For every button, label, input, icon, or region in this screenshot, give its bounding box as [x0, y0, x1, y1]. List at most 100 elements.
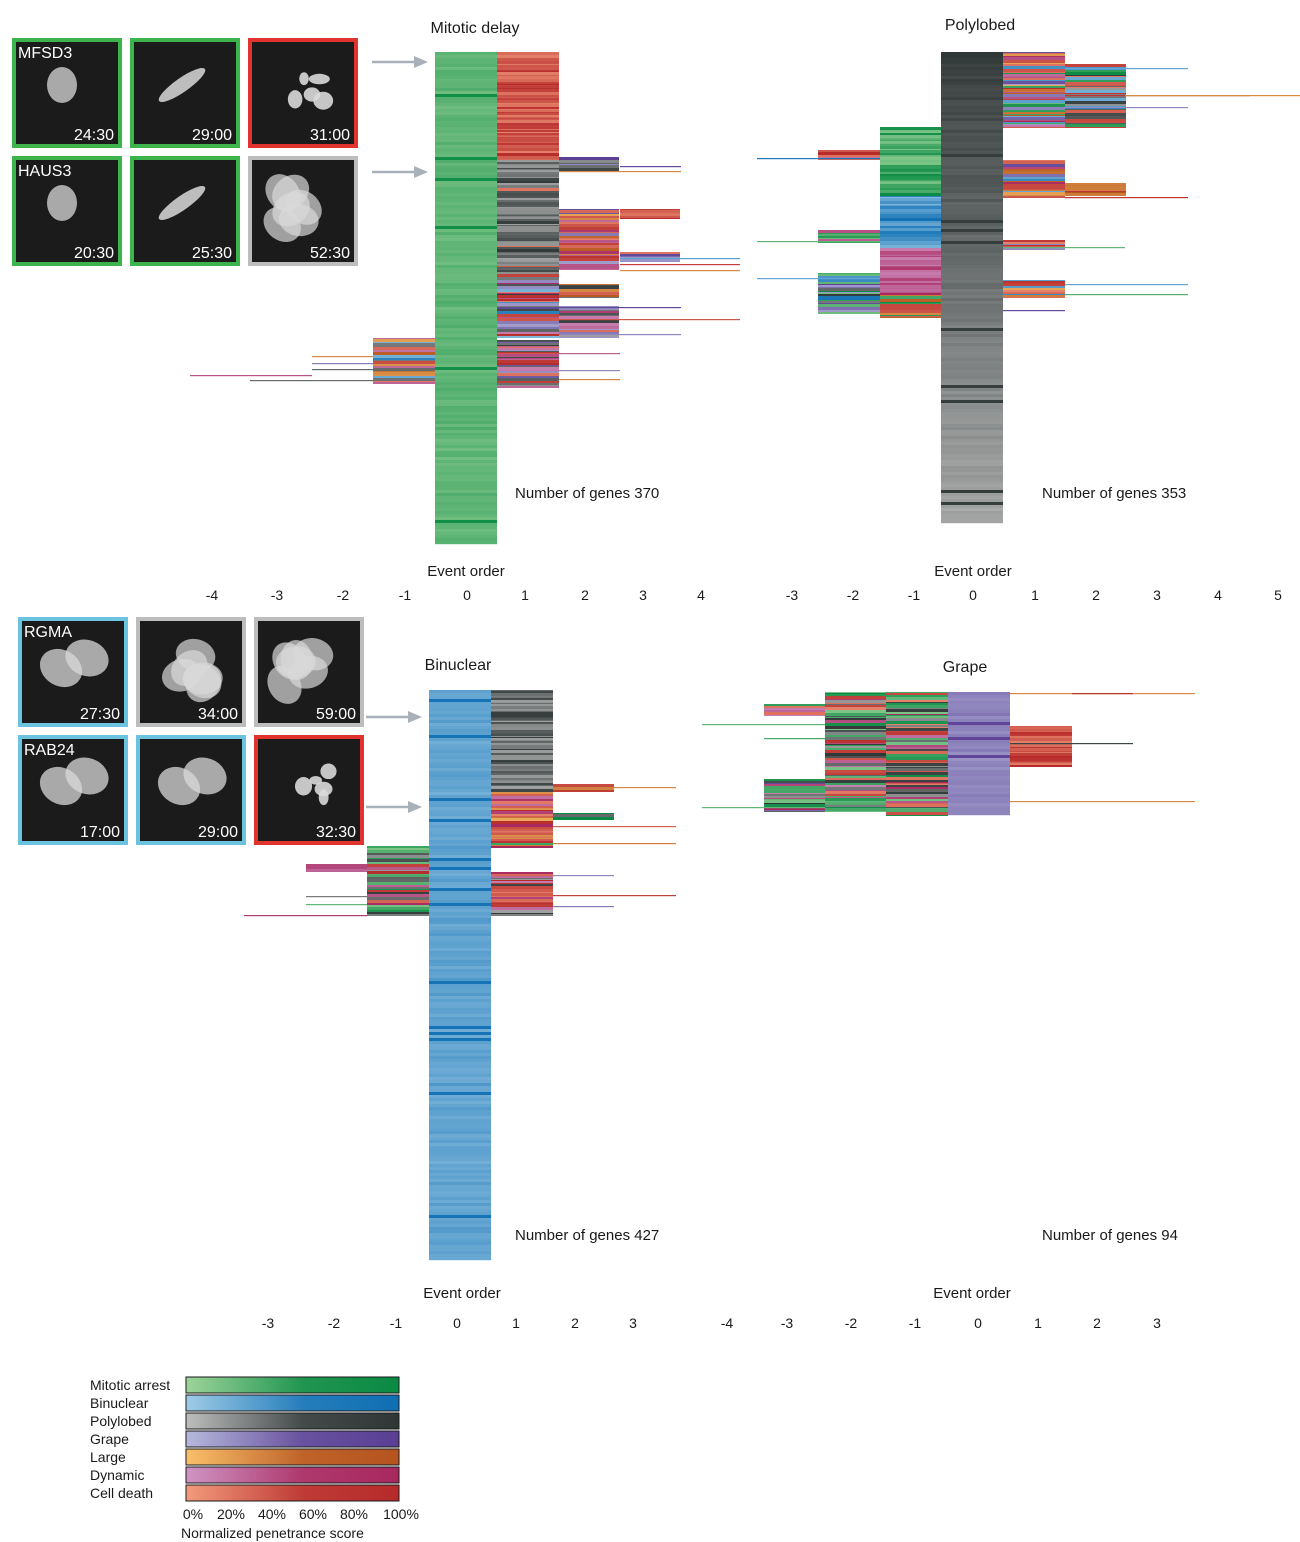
- heatmap-row: [941, 94, 1003, 98]
- pointer-arrow: [366, 711, 422, 723]
- heatmap-row: [429, 870, 491, 874]
- heatmap-row: [497, 129, 559, 130]
- heatmap-row: [373, 382, 435, 384]
- heatmap-row: [435, 196, 497, 200]
- heatmap-row: [886, 695, 948, 697]
- heatmap-row: [825, 699, 886, 700]
- heatmap-row: [559, 323, 619, 326]
- heatmap-row: [497, 358, 559, 359]
- heatmap-row: [1065, 72, 1126, 75]
- heatmap-row: [825, 778, 886, 780]
- heatmap-row: [497, 172, 559, 174]
- grape-line: [1010, 801, 1195, 803]
- heatmap-row: [1003, 110, 1065, 112]
- polylobed-col-m1d: [880, 295, 941, 318]
- heatmap-row: [435, 244, 497, 248]
- heatmap-row: [880, 179, 941, 180]
- heatmap-row: [373, 368, 435, 371]
- heatmap-row: [1003, 94, 1065, 97]
- heatmap-row: [491, 838, 553, 839]
- heatmap-row: [941, 136, 1003, 140]
- heatmap-row: [620, 260, 680, 262]
- heatmap-row: [491, 841, 553, 843]
- heatmap-row: [497, 247, 559, 249]
- heatmap-row: [429, 948, 491, 952]
- heatmap-row: [367, 848, 429, 850]
- heatmap-row: [429, 786, 491, 790]
- heatmap-row: [880, 156, 941, 157]
- heatmap-row: [429, 1125, 491, 1129]
- heatmap-row: [429, 918, 491, 922]
- heatmap-row: [1003, 81, 1065, 84]
- heatmap-row: [435, 463, 497, 467]
- heatmap-row: [435, 202, 497, 206]
- heatmap-row: [1003, 114, 1065, 115]
- heatmap-row: [497, 145, 559, 148]
- mitotic-delay-col-2c: [559, 284, 619, 298]
- heatmap-row: [367, 858, 429, 859]
- heatmap-row: [435, 226, 497, 230]
- heatmap-row: [491, 733, 553, 734]
- heatmap-row: [559, 284, 619, 285]
- heatmap-row: [948, 740, 1010, 744]
- time-label: 24:30: [74, 127, 114, 144]
- heatmap-row: [880, 165, 941, 166]
- heatmap-row: [559, 238, 619, 239]
- heatmap-row: [435, 376, 497, 380]
- panel-title-grape: Grape: [943, 659, 988, 676]
- heatmap-row: [880, 138, 941, 140]
- heatmap-row: [941, 82, 1003, 86]
- heatmap-row: [435, 280, 497, 284]
- heatmap-row: [559, 337, 619, 338]
- time-label: 52:30: [310, 245, 350, 262]
- heatmap-row: [491, 722, 553, 724]
- heatmap-row: [429, 1239, 491, 1243]
- heatmap-row: [1010, 748, 1072, 751]
- heatmap-row: [941, 370, 1003, 374]
- heatmap-row: [886, 715, 948, 716]
- heatmap-row: [497, 293, 559, 294]
- heatmap-row: [1003, 192, 1065, 195]
- heatmap-row: [941, 115, 1003, 119]
- heatmap-row: [1065, 185, 1126, 186]
- heatmap-row: [620, 218, 680, 219]
- mitotic-delay-line: [312, 363, 373, 365]
- heatmap-row: [1003, 77, 1065, 78]
- heatmap-row: [435, 340, 497, 344]
- cell-nucleus: [294, 776, 313, 796]
- heatmap-row: [880, 248, 941, 251]
- heatmap-row: [435, 511, 497, 515]
- heatmap-row: [941, 517, 1003, 521]
- heatmap-row: [941, 304, 1003, 308]
- heatmap-row: [429, 858, 491, 862]
- heatmap-row: [435, 295, 497, 299]
- heatmap-row: [497, 274, 559, 277]
- heatmap-row: [559, 218, 619, 220]
- heatmap-row: [825, 773, 886, 775]
- heatmap-row: [1065, 123, 1126, 124]
- heatmap-row: [880, 150, 941, 153]
- heatmap-row: [941, 439, 1003, 443]
- heatmap-row: [429, 711, 491, 715]
- heatmap-row: [880, 186, 941, 188]
- heatmap-row: [435, 199, 497, 203]
- heatmap-row: [1003, 104, 1065, 107]
- heatmap-row: [948, 710, 1010, 714]
- heatmap-row: [941, 496, 1003, 500]
- heatmap-row: [1065, 127, 1126, 128]
- heatmap-row: [559, 256, 619, 258]
- heatmap-row: [497, 385, 559, 386]
- heatmap-row: [764, 790, 825, 793]
- heatmap-row: [491, 690, 553, 691]
- heatmap-row: [948, 773, 1010, 777]
- polylobed-line: [1003, 247, 1125, 249]
- heatmap-row: [825, 767, 886, 770]
- time-label: 29:00: [198, 824, 238, 841]
- heatmap-row: [429, 819, 491, 823]
- heatmap-row: [491, 837, 553, 838]
- heatmap-row: [491, 843, 553, 845]
- heatmap-row: [941, 112, 1003, 116]
- heatmap-row: [491, 745, 553, 748]
- heatmap-row: [497, 82, 559, 84]
- heatmap-row: [825, 693, 886, 694]
